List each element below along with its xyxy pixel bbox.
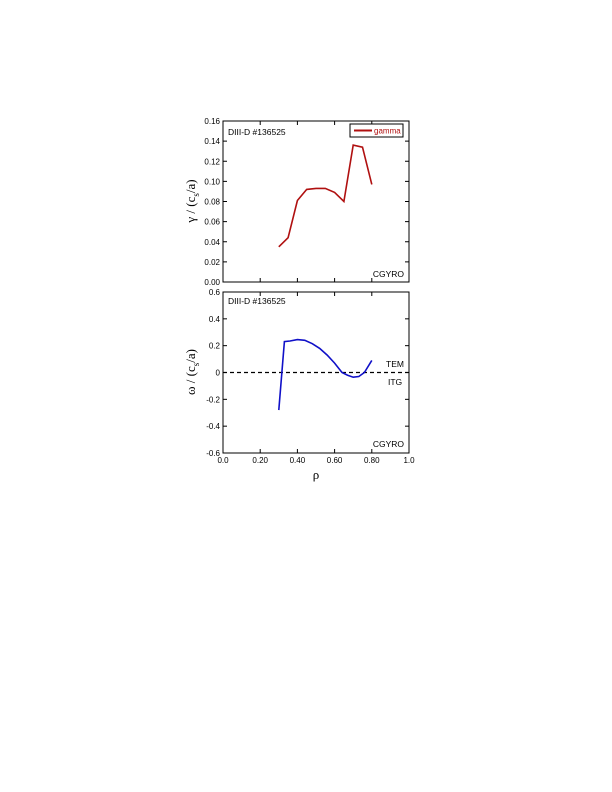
y-tick-label: 0.4 — [209, 315, 221, 324]
x-tick-label: 0.0 — [217, 456, 229, 465]
x-tick-label: 0.60 — [327, 456, 343, 465]
y-tick-label: 0.02 — [204, 258, 220, 267]
y-tick-label: 0 — [216, 369, 221, 378]
x-ticks: 0.0 0.20 0.40 0.60 0.80 1.0 — [217, 292, 415, 465]
y-tick-label: -0.2 — [206, 395, 220, 404]
y-tick-label: -0.4 — [206, 422, 220, 431]
shot-label: DIII-D #136525 — [228, 296, 286, 306]
y-tick-label: 0.04 — [204, 238, 220, 247]
legend-entry-gamma: gamma — [374, 127, 401, 136]
y-tick-label: 0.10 — [204, 177, 220, 186]
x-tick-label: 0.20 — [252, 456, 268, 465]
legend: gamma — [349, 123, 404, 138]
y-tick-label: -0.6 — [206, 449, 220, 458]
y-axis-label: ω / (cs/a) — [183, 349, 201, 395]
y-tick-label: 0.08 — [204, 198, 220, 207]
y-tick-label: 0.12 — [204, 157, 220, 166]
plot-frame — [222, 120, 410, 283]
series-line-gamma — [278, 144, 373, 248]
y-tick-label: 0.06 — [204, 218, 220, 227]
x-ticks — [222, 121, 410, 282]
y-tick-label: 0.6 — [209, 288, 221, 297]
code-label: CGYRO — [373, 439, 405, 449]
x-tick-label: 0.80 — [364, 456, 380, 465]
x-tick-label: 0.40 — [290, 456, 306, 465]
series-layer — [278, 338, 373, 411]
itg-label: ITG — [388, 377, 402, 387]
y-axis-label: γ / (cs/a) — [183, 179, 201, 223]
y-tick-label: 0.2 — [209, 342, 221, 351]
y-tick-label: 0.00 — [204, 278, 220, 287]
y-ticks: 0.00 0.02 0.04 0.06 0.08 0.10 0.12 0.14 0.16 — [204, 117, 409, 287]
growth-rate-panel: 0.00 0.02 0.04 0.06 0.08 0.10 0.12 0.14 0.16 DII… — [183, 117, 410, 287]
series-line — [278, 338, 373, 411]
series-layer — [278, 144, 373, 248]
x-tick-label: 1.0 — [403, 456, 415, 465]
shot-label: DIII-D #136525 — [228, 127, 286, 137]
code-label: CGYRO — [373, 269, 405, 279]
legend-box — [349, 123, 404, 138]
tem-label: TEM — [386, 359, 404, 369]
x-axis-label: ρ — [313, 467, 320, 482]
frequency-panel: -0.6-0.4-0.200.20.40.6 0.0 0.20 0.40 0.60 0.… — [183, 288, 415, 482]
y-tick-label: 0.16 — [204, 117, 220, 126]
y-tick-label: 0.14 — [204, 137, 220, 146]
y-ticks: -0.6 -0.4 -0.2 0 0.2 0.4 0.6 — [206, 288, 409, 458]
